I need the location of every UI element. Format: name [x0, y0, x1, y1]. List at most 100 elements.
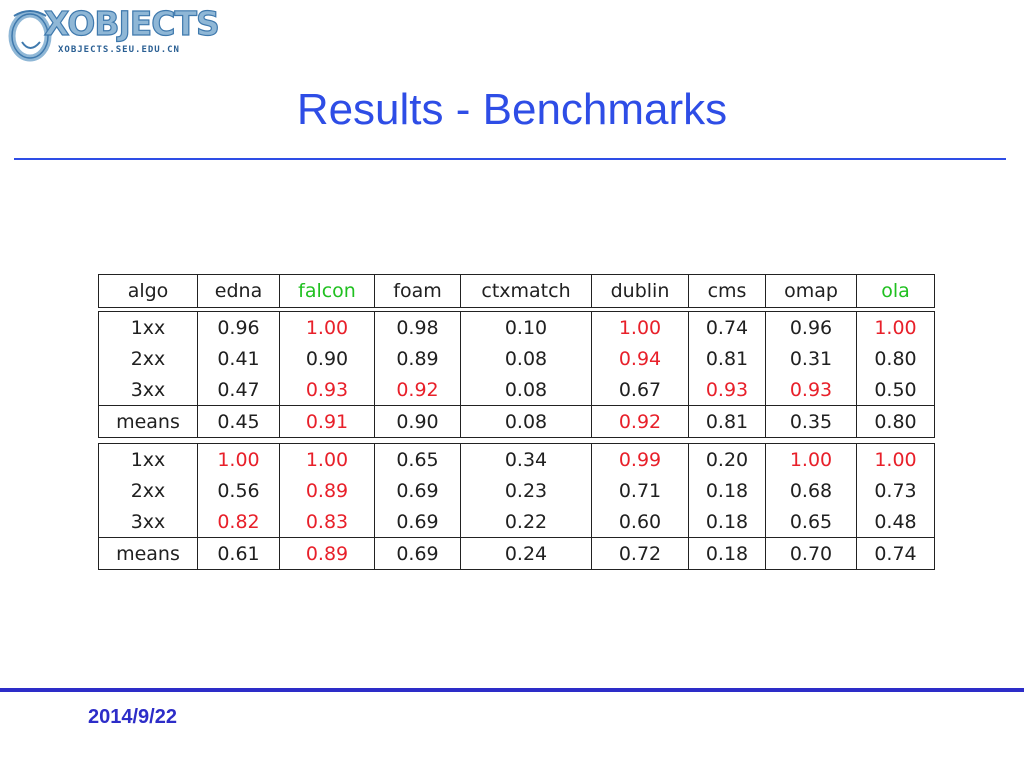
table-header-cell: foam [374, 274, 461, 308]
table-cell: 0.08 [460, 374, 592, 406]
table-cell: 0.98 [374, 311, 461, 343]
table-cell: 0.96 [197, 311, 280, 343]
table-cell: 0.69 [374, 475, 461, 506]
table-cell: 1.00 [279, 443, 375, 475]
table-cell: 0.56 [197, 475, 280, 506]
table-cell: 0.93 [688, 374, 766, 406]
row-label: 2xx [98, 343, 198, 374]
footer-rule [0, 688, 1024, 692]
table-cell: 0.61 [197, 537, 280, 570]
table-row: 2xx 0.56 0.89 0.69 0.23 0.71 0.18 0.68 0.73 [98, 475, 935, 506]
results-header-table: algo edna falcon foam ctxmatch dublin cms omap o… [98, 274, 935, 308]
table-row: 1xx 1.00 1.00 0.65 0.34 0.99 0.20 1.00 1.00 [98, 443, 935, 475]
table-cell: 0.91 [279, 405, 375, 438]
table-header-cell: falcon [279, 274, 375, 308]
table-cell: 0.34 [460, 443, 592, 475]
table-cell: 0.47 [197, 374, 280, 406]
table-cell: 0.89 [279, 537, 375, 570]
table-cell: 0.10 [460, 311, 592, 343]
table-cell: 0.93 [279, 374, 375, 406]
table-cell: 0.41 [197, 343, 280, 374]
title-underline [14, 158, 1006, 160]
table-header-cell: omap [765, 274, 857, 308]
table-cell: 1.00 [197, 443, 280, 475]
table-cell: 0.24 [460, 537, 592, 570]
table-cell: 0.94 [591, 343, 689, 374]
table-header-cell: ola [856, 274, 935, 308]
table-cell: 0.69 [374, 506, 461, 538]
row-label: means [98, 405, 198, 438]
table-cell: 0.22 [460, 506, 592, 538]
row-label: 3xx [98, 374, 198, 406]
table-cell: 0.82 [197, 506, 280, 538]
table-cell: 1.00 [765, 443, 857, 475]
table-header-cell: cms [688, 274, 766, 308]
table-cell: 0.08 [460, 343, 592, 374]
table-cell: 0.18 [688, 537, 766, 570]
table-cell: 0.35 [765, 405, 857, 438]
table-cell: 0.74 [688, 311, 766, 343]
table-cell: 0.80 [856, 343, 935, 374]
table-row: 3xx 0.82 0.83 0.69 0.22 0.60 0.18 0.65 0.48 [98, 506, 935, 538]
table-cell: 0.81 [688, 405, 766, 438]
logo-swirl-icon [8, 10, 52, 62]
table-cell: 0.67 [591, 374, 689, 406]
table-cell: 0.18 [688, 475, 766, 506]
table-cell: 0.73 [856, 475, 935, 506]
table-cell: 1.00 [279, 311, 375, 343]
table-row: 3xx 0.47 0.93 0.92 0.08 0.67 0.93 0.93 0.50 [98, 374, 935, 406]
table-cell: 0.31 [765, 343, 857, 374]
results-block-2: 1xx 1.00 1.00 0.65 0.34 0.99 0.20 1.00 1.00 2xx 0.… [98, 443, 935, 570]
table-cell: 0.70 [765, 537, 857, 570]
table-cell: 0.23 [460, 475, 592, 506]
row-label: means [98, 537, 198, 570]
means-row: means 0.45 0.91 0.90 0.08 0.92 0.81 0.35 0.80 [98, 405, 935, 438]
table-cell: 0.92 [374, 374, 461, 406]
table-header-row: algo edna falcon foam ctxmatch dublin cms omap o… [98, 274, 935, 308]
table-row: 2xx 0.41 0.90 0.89 0.08 0.94 0.81 0.31 0.80 [98, 343, 935, 374]
footer-date: 2014/9/22 [88, 706, 177, 728]
logo-wordmark: XOBJECTS [43, 3, 220, 43]
table-cell: 0.69 [374, 537, 461, 570]
table-cell: 1.00 [856, 443, 935, 475]
table-cell: 0.50 [856, 374, 935, 406]
table-cell: 0.89 [374, 343, 461, 374]
table-cell: 0.65 [374, 443, 461, 475]
table-cell: 0.90 [374, 405, 461, 438]
table-row: 1xx 0.96 1.00 0.98 0.10 1.00 0.74 0.96 1.00 [98, 311, 935, 343]
results-block-1: 1xx 0.96 1.00 0.98 0.10 1.00 0.74 0.96 1.00 2xx 0.… [98, 311, 935, 438]
table-cell: 0.80 [856, 405, 935, 438]
table-cell: 0.92 [591, 405, 689, 438]
table-header-cell: dublin [591, 274, 689, 308]
table-cell: 0.71 [591, 475, 689, 506]
table-header-cell: edna [197, 274, 280, 308]
row-label: 1xx [98, 443, 198, 475]
table-cell: 0.08 [460, 405, 592, 438]
table-cell: 0.81 [688, 343, 766, 374]
table-cell: 0.20 [688, 443, 766, 475]
row-label: 3xx [98, 506, 198, 538]
means-row: means 0.61 0.89 0.69 0.24 0.72 0.18 0.70 0.74 [98, 537, 935, 570]
table-cell: 1.00 [856, 311, 935, 343]
row-label: 1xx [98, 311, 198, 343]
table-cell: 0.83 [279, 506, 375, 538]
table-cell: 0.96 [765, 311, 857, 343]
page-title: Results - Benchmarks [296, 85, 728, 134]
table-cell: 0.74 [856, 537, 935, 570]
table-cell: 0.99 [591, 443, 689, 475]
table-cell: 0.89 [279, 475, 375, 506]
table-cell: 0.18 [688, 506, 766, 538]
logo: XOBJECTS XOBJECTS.SEU.EDU.CN [6, 2, 220, 64]
table-cell: 0.65 [765, 506, 857, 538]
table-header-cell: ctxmatch [460, 274, 592, 308]
table-cell: 0.90 [279, 343, 375, 374]
table-cell: 0.60 [591, 506, 689, 538]
table-cell: 1.00 [591, 311, 689, 343]
table-cell: 0.68 [765, 475, 857, 506]
table-cell: 0.45 [197, 405, 280, 438]
table-cell: 0.93 [765, 374, 857, 406]
table-cell: 0.48 [856, 506, 935, 538]
logo-subtext: XOBJECTS.SEU.EDU.CN [58, 45, 180, 55]
row-label: 2xx [98, 475, 198, 506]
table-cell: 0.72 [591, 537, 689, 570]
